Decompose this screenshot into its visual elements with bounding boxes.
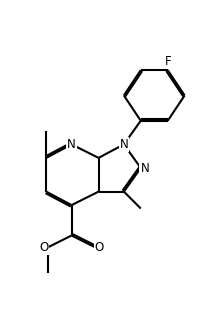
Text: N: N	[119, 138, 128, 151]
Text: N: N	[67, 138, 76, 151]
Text: O: O	[95, 241, 104, 254]
Text: F: F	[164, 55, 171, 68]
Text: N: N	[140, 162, 149, 174]
Text: O: O	[39, 241, 49, 254]
Text: methyl: methyl	[40, 125, 45, 126]
